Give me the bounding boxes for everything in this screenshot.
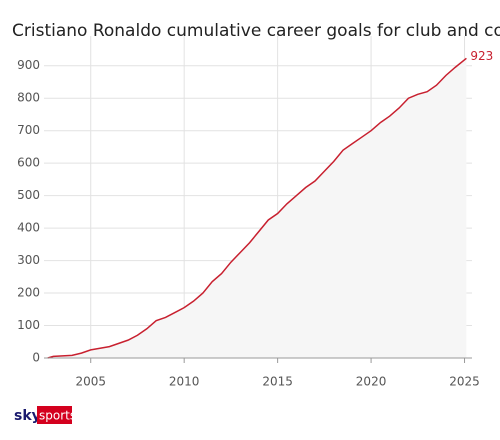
x-tick-label: 2020	[356, 375, 387, 389]
value-label: 923	[470, 49, 493, 63]
x-tick-label: 2015	[262, 375, 293, 389]
brand-logo: sky sports	[14, 406, 76, 424]
brand-box	[37, 406, 72, 424]
y-tick-label: 800	[17, 91, 40, 105]
chart-title: Cristiano Ronaldo cumulative career goal…	[12, 21, 500, 41]
y-tick-label: 500	[17, 188, 40, 202]
line	[47, 57, 467, 359]
y-tick-label: 100	[17, 318, 40, 332]
brand-sports: sports	[39, 409, 76, 423]
y-tick-label: 900	[17, 58, 40, 72]
y-tick-label: 700	[17, 123, 40, 137]
x-tick-label: 2010	[169, 375, 200, 389]
x-tick-label: 2005	[75, 375, 106, 389]
y-tick-label: 0	[32, 351, 40, 365]
y-tick-label: 400	[17, 221, 40, 235]
brand-sky: sky	[14, 408, 41, 424]
y-tick-label: 200	[17, 286, 40, 300]
area	[47, 58, 467, 358]
x-tick-label: 2025	[449, 375, 480, 389]
y-tick-label: 300	[17, 253, 40, 267]
y-tick-label: 600	[17, 156, 40, 170]
